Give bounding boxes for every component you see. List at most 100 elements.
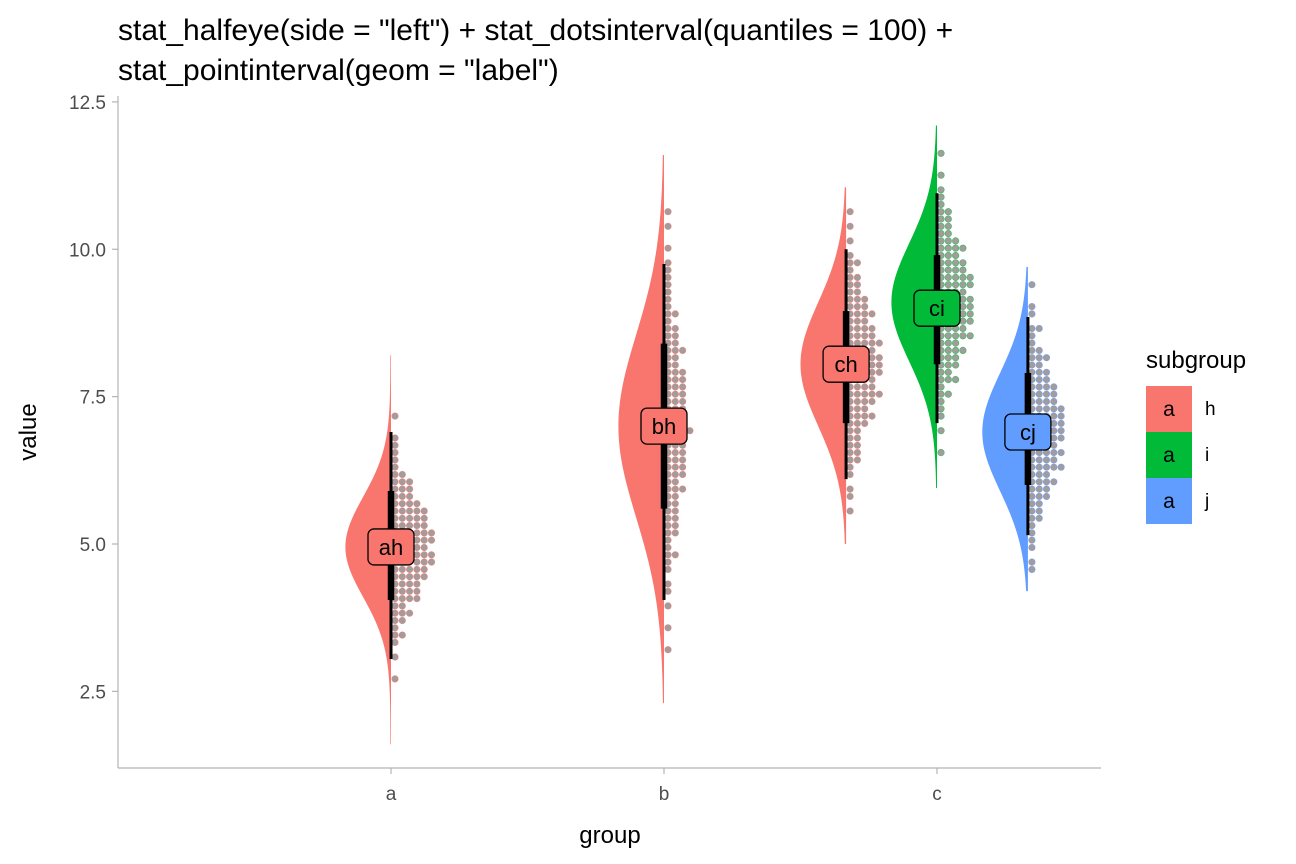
quantile-dot [861,317,869,325]
quantile-dot [664,587,672,595]
quantile-dot [1035,368,1043,376]
quantile-dot [1057,405,1065,413]
quantile-dot [853,427,861,435]
quantile-dot [937,208,945,216]
quantile-dot [391,638,399,647]
quantile-dot [678,390,687,398]
quantile-dot [398,609,406,617]
quantile-dot [406,609,414,617]
x-axis-title: group [579,822,640,849]
quantile-dot [937,449,945,457]
quantile-dot [671,507,679,515]
quantile-dot [664,317,672,325]
quantile-dot [406,514,414,522]
quantile-dot [671,456,679,464]
quantile-dot [959,244,967,252]
quantile-dot [1035,456,1043,464]
quantile-dot [853,441,861,449]
quantile-dot [875,368,883,376]
quantile-dot [664,521,672,530]
quantile-dot [1042,492,1051,501]
quantile-dot [1050,456,1058,464]
quantile-dot [937,186,945,194]
quantile-dot [1035,500,1043,508]
quantile-dot [959,266,967,274]
chart-marks: ah bh ch ci cj [345,125,1065,745]
quantile-dot [1028,500,1036,508]
quantile-dot [944,208,952,216]
quantile-dot [861,339,869,347]
quantile-dot [398,492,406,501]
quantile-dot [671,500,679,508]
quantile-dot [1028,558,1036,566]
quantile-dot [937,222,945,230]
quantile-dot [875,361,883,369]
quantile-dot [420,565,428,574]
quantile-dot [861,310,869,318]
legend-label-h: h [1205,399,1216,420]
quantile-dot [671,478,679,486]
quantile-dot [853,449,861,457]
quantile-dot [391,675,399,683]
quantile-dot [1035,405,1043,413]
series-ch: ch [800,187,883,545]
quantile-dot [861,295,869,303]
quantile-dot [1035,492,1043,501]
quantile-dot [406,573,414,581]
quantile-dot [664,602,672,610]
quantile-dot [846,222,854,230]
quantile-dot [853,295,861,303]
quantile-dot [1042,456,1051,464]
quantile-dot [398,470,406,479]
quantile-dot [664,222,672,230]
quantile-dot [944,354,952,362]
quantile-dot [671,376,679,384]
quantile-dot [937,193,945,201]
quantile-dot [664,273,672,282]
quantile-dot [664,288,672,296]
quantile-dot [406,478,414,486]
quantile-dot [671,529,679,537]
quantile-dot [671,339,679,347]
quantile-dot [1028,492,1036,501]
quantile-dot [868,412,876,420]
quantile-dot [1028,310,1036,318]
quantile-dot [861,419,869,428]
series-cj: cj [982,266,1065,592]
x-tick-label: c [932,784,942,805]
quantile-dot [1042,478,1051,486]
quantile-dot [1057,449,1065,457]
quantile-dot [853,419,861,428]
quantile-dot [664,332,672,340]
quantile-dot [966,281,974,289]
quantile-dot [944,215,952,223]
quantile-dot [951,251,960,260]
quantile-dot [853,397,861,406]
legend-label-i: i [1205,445,1209,466]
quantile-dot [1035,514,1043,522]
quantile-dot [937,383,945,391]
quantile-dot [868,397,876,406]
quantile-dot [671,485,679,493]
quantile-dot [1035,470,1043,479]
legend-label-j: j [1204,491,1209,512]
quantile-dot [1050,478,1058,486]
quantile-dot [1035,390,1043,398]
quantile-dot [853,303,861,311]
chart-title-line-1: stat_halfeye(side = "left") + stat_dotsi… [118,14,953,47]
x-tick-label: b [659,784,670,805]
quantile-dot [944,368,952,376]
series-bh: bh [618,154,694,704]
quantile-dot [853,317,861,325]
quantile-dot [951,339,960,347]
point-label: cj [1020,420,1036,445]
quantile-dot [398,507,406,515]
quantile-dot [678,449,687,457]
quantile-dot [678,463,687,471]
quantile-dot [678,456,687,464]
quantile-dot [671,361,679,369]
quantile-dot [1028,521,1036,530]
quantile-dot [1050,390,1058,398]
quantile-dot [391,478,399,486]
quantile-dot [846,303,854,311]
